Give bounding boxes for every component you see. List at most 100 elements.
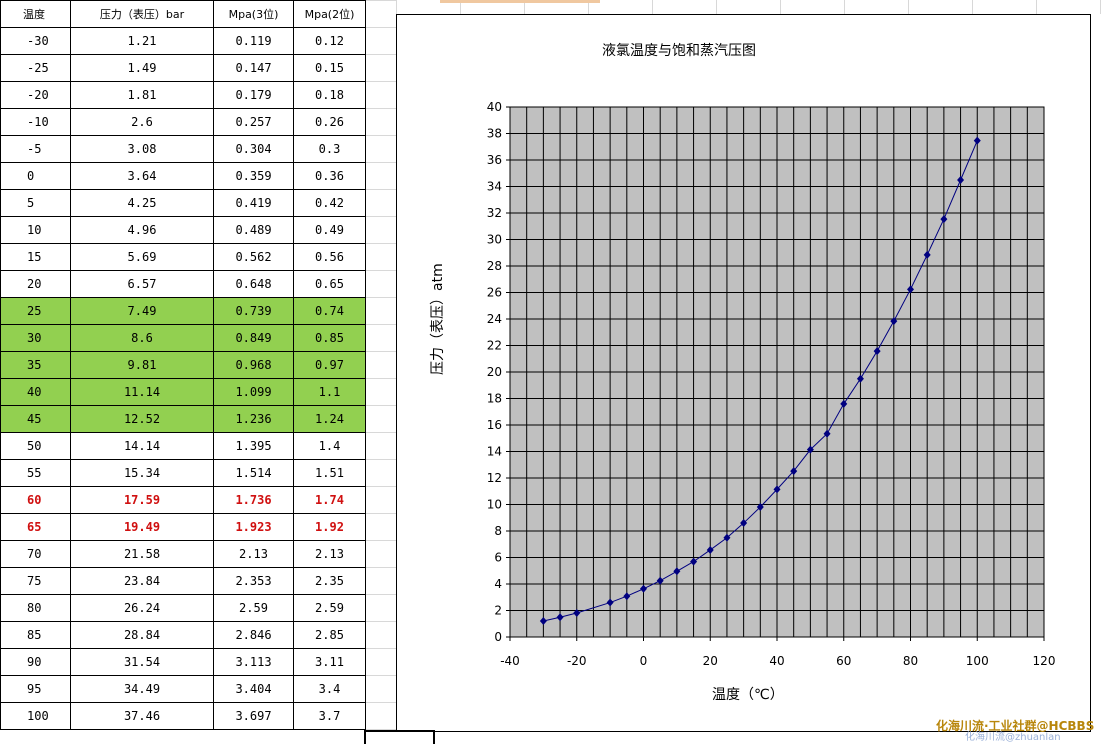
cell-mpa-3[interactable]: 0.968 xyxy=(213,351,294,379)
cell-temperature[interactable]: 40 xyxy=(0,378,71,406)
cell-mpa-3[interactable]: 3.113 xyxy=(213,648,294,676)
cell-temperature[interactable]: 30 xyxy=(0,324,71,352)
cell-mpa-3[interactable]: 2.846 xyxy=(213,621,294,649)
cell-temperature[interactable]: 85 xyxy=(0,621,71,649)
cell-temperature[interactable]: 20 xyxy=(0,270,71,298)
cell-mpa-3[interactable]: 0.257 xyxy=(213,108,294,136)
cell-pressure-bar[interactable]: 1.81 xyxy=(70,81,214,109)
header-temperature[interactable]: 温度 xyxy=(0,0,71,28)
cell-mpa-3[interactable]: 1.514 xyxy=(213,459,294,487)
header-pressure-bar[interactable]: 压力（表压）bar xyxy=(70,0,214,28)
cell-mpa-3[interactable]: 1.236 xyxy=(213,405,294,433)
cell-mpa-2[interactable]: 0.42 xyxy=(293,189,366,217)
cell-temperature[interactable]: 60 xyxy=(0,486,71,514)
cell-temperature[interactable]: 100 xyxy=(0,702,71,730)
cell-temperature[interactable]: 55 xyxy=(0,459,71,487)
cell-mpa-2[interactable]: 1.1 xyxy=(293,378,366,406)
cell-pressure-bar[interactable]: 5.69 xyxy=(70,243,214,271)
cell-mpa-3[interactable]: 1.099 xyxy=(213,378,294,406)
cell-mpa-3[interactable]: 0.359 xyxy=(213,162,294,190)
cell-mpa-2[interactable]: 0.65 xyxy=(293,270,366,298)
cell-mpa-2[interactable]: 3.4 xyxy=(293,675,366,703)
cell-pressure-bar[interactable]: 6.57 xyxy=(70,270,214,298)
cell-temperature[interactable]: -5 xyxy=(0,135,71,163)
cell-pressure-bar[interactable]: 15.34 xyxy=(70,459,214,487)
cell-pressure-bar[interactable]: 14.14 xyxy=(70,432,214,460)
cell-temperature[interactable]: -10 xyxy=(0,108,71,136)
cell-mpa-2[interactable]: 0.18 xyxy=(293,81,366,109)
cell-mpa-2[interactable]: 1.51 xyxy=(293,459,366,487)
cell-temperature[interactable]: 50 xyxy=(0,432,71,460)
cell-mpa-2[interactable]: 2.13 xyxy=(293,540,366,568)
cell-temperature[interactable]: 0 xyxy=(0,162,71,190)
cell-pressure-bar[interactable]: 37.46 xyxy=(70,702,214,730)
cell-mpa-3[interactable]: 0.119 xyxy=(213,27,294,55)
cell-mpa-2[interactable]: 0.15 xyxy=(293,54,366,82)
cell-temperature[interactable]: 90 xyxy=(0,648,71,676)
cell-pressure-bar[interactable]: 1.49 xyxy=(70,54,214,82)
cell-mpa-3[interactable]: 2.13 xyxy=(213,540,294,568)
cell-pressure-bar[interactable]: 7.49 xyxy=(70,297,214,325)
cell-pressure-bar[interactable]: 28.84 xyxy=(70,621,214,649)
header-mpa-2[interactable]: Mpa(2位) xyxy=(293,0,366,28)
cell-pressure-bar[interactable]: 23.84 xyxy=(70,567,214,595)
cell-mpa-3[interactable]: 1.395 xyxy=(213,432,294,460)
cell-mpa-2[interactable]: 0.97 xyxy=(293,351,366,379)
cell-temperature[interactable]: 25 xyxy=(0,297,71,325)
cell-temperature[interactable]: -30 xyxy=(0,27,71,55)
cell-mpa-2[interactable]: 1.92 xyxy=(293,513,366,541)
cell-mpa-3[interactable]: 3.697 xyxy=(213,702,294,730)
cell-pressure-bar[interactable]: 21.58 xyxy=(70,540,214,568)
cell-mpa-3[interactable]: 0.304 xyxy=(213,135,294,163)
cell-mpa-2[interactable]: 3.7 xyxy=(293,702,366,730)
cell-pressure-bar[interactable]: 19.49 xyxy=(70,513,214,541)
chart-panel[interactable]: 液氯温度与饱和蒸汽压图 0 2 4 6 8 10 12 14 16 18 20 22 24 26 28 30 3… xyxy=(396,14,1091,732)
cell-mpa-3[interactable]: 0.648 xyxy=(213,270,294,298)
selected-cell[interactable] xyxy=(364,730,435,744)
cell-temperature[interactable]: 75 xyxy=(0,567,71,595)
cell-temperature[interactable]: 95 xyxy=(0,675,71,703)
cell-temperature[interactable]: 45 xyxy=(0,405,71,433)
cell-pressure-bar[interactable]: 3.64 xyxy=(70,162,214,190)
cell-pressure-bar[interactable]: 1.21 xyxy=(70,27,214,55)
cell-mpa-3[interactable]: 2.59 xyxy=(213,594,294,622)
cell-mpa-2[interactable]: 2.85 xyxy=(293,621,366,649)
cell-temperature[interactable]: -25 xyxy=(0,54,71,82)
cell-mpa-2[interactable]: 0.12 xyxy=(293,27,366,55)
cell-pressure-bar[interactable]: 8.6 xyxy=(70,324,214,352)
cell-temperature[interactable]: 65 xyxy=(0,513,71,541)
cell-mpa-2[interactable]: 0.56 xyxy=(293,243,366,271)
cell-pressure-bar[interactable]: 34.49 xyxy=(70,675,214,703)
cell-pressure-bar[interactable]: 9.81 xyxy=(70,351,214,379)
cell-mpa-2[interactable]: 1.24 xyxy=(293,405,366,433)
cell-pressure-bar[interactable]: 17.59 xyxy=(70,486,214,514)
cell-temperature[interactable]: 15 xyxy=(0,243,71,271)
cell-temperature[interactable]: 5 xyxy=(0,189,71,217)
header-mpa-3[interactable]: Mpa(3位) xyxy=(213,0,294,28)
cell-mpa-2[interactable]: 0.49 xyxy=(293,216,366,244)
cell-pressure-bar[interactable]: 4.25 xyxy=(70,189,214,217)
cell-mpa-2[interactable]: 0.74 xyxy=(293,297,366,325)
cell-mpa-3[interactable]: 0.419 xyxy=(213,189,294,217)
cell-mpa-2[interactable]: 2.59 xyxy=(293,594,366,622)
cell-temperature[interactable]: 80 xyxy=(0,594,71,622)
cell-mpa-3[interactable]: 1.923 xyxy=(213,513,294,541)
cell-pressure-bar[interactable]: 12.52 xyxy=(70,405,214,433)
cell-pressure-bar[interactable]: 31.54 xyxy=(70,648,214,676)
cell-mpa-3[interactable]: 0.179 xyxy=(213,81,294,109)
cell-mpa-3[interactable]: 0.739 xyxy=(213,297,294,325)
cell-mpa-2[interactable]: 2.35 xyxy=(293,567,366,595)
cell-mpa-3[interactable]: 1.736 xyxy=(213,486,294,514)
cell-mpa-3[interactable]: 2.353 xyxy=(213,567,294,595)
cell-mpa-2[interactable]: 0.26 xyxy=(293,108,366,136)
cell-mpa-2[interactable]: 1.74 xyxy=(293,486,366,514)
cell-temperature[interactable]: 10 xyxy=(0,216,71,244)
cell-mpa-2[interactable]: 0.3 xyxy=(293,135,366,163)
cell-mpa-3[interactable]: 0.147 xyxy=(213,54,294,82)
cell-mpa-3[interactable]: 3.404 xyxy=(213,675,294,703)
cell-temperature[interactable]: -20 xyxy=(0,81,71,109)
cell-pressure-bar[interactable]: 11.14 xyxy=(70,378,214,406)
cell-mpa-2[interactable]: 0.36 xyxy=(293,162,366,190)
cell-pressure-bar[interactable]: 4.96 xyxy=(70,216,214,244)
cell-mpa-2[interactable]: 1.4 xyxy=(293,432,366,460)
